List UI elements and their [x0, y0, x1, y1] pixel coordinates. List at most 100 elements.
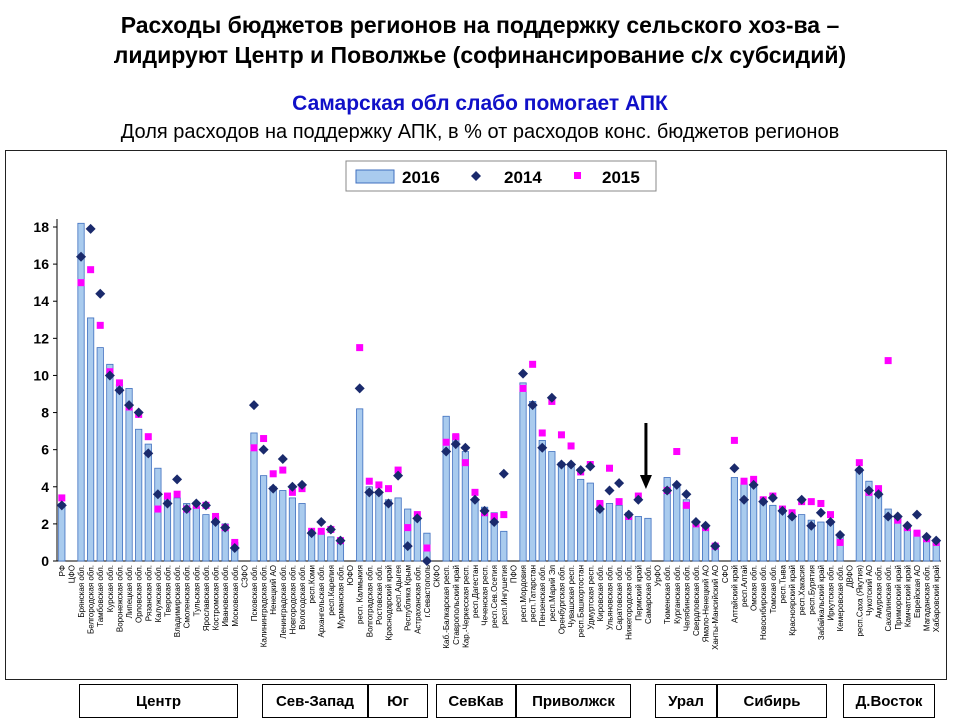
marker-2014	[287, 481, 298, 492]
marker-2015	[461, 459, 469, 467]
bar-2016	[77, 222, 85, 562]
marker-2014	[124, 400, 135, 411]
chart-subtitle: Самарская обл слабо помогает АПК	[292, 92, 668, 115]
chart-title: Расходы бюджетов регионов на поддержку с…	[0, 10, 960, 70]
x-tick-label: Калужская обл.	[154, 565, 163, 622]
region-label-ural: Урал	[655, 684, 717, 718]
x-tick-label: респ.Саха (Якутия)	[855, 565, 864, 637]
marker-2014	[594, 504, 605, 515]
marker-2015	[884, 357, 892, 365]
bar-2016	[173, 497, 181, 562]
marker-2015	[288, 488, 296, 496]
marker-2014	[325, 524, 336, 535]
x-tick-label: Новосибирская обл.	[759, 565, 768, 640]
marker-2014	[662, 485, 673, 496]
x-tick-label: Саратовская обл.	[615, 565, 624, 630]
x-tick-label: респ. Калмыкия	[356, 565, 365, 624]
y-tick-label: 16	[33, 256, 49, 272]
bar-2016	[250, 432, 258, 562]
bar-2016	[356, 408, 364, 562]
x-tick-label: Псковская обл.	[250, 565, 259, 621]
x-tick-label: Архангельская обл.	[317, 565, 326, 637]
x-tick-label: Костромская обл.	[212, 565, 221, 630]
bar-2016	[567, 465, 575, 562]
bar-2016	[663, 477, 671, 562]
marker-2014	[402, 541, 413, 552]
x-tick-label: Омская обл.	[750, 565, 759, 611]
marker-2014	[258, 444, 269, 455]
marker-2015	[164, 492, 171, 500]
x-tick-label: ЦФО	[67, 565, 76, 583]
marker-2014	[268, 483, 279, 494]
x-tick-label: Тюменская обл.	[663, 565, 672, 624]
x-tick-label: Ханты-Мансийский АО	[711, 565, 720, 650]
bar-2016	[538, 439, 546, 562]
marker-2015	[452, 433, 460, 441]
bar-2016	[874, 491, 883, 562]
x-tick-label: Кар.-Черкесская респ.	[461, 565, 470, 648]
x-tick-label: Сахалинская обл.	[884, 565, 893, 631]
x-tick-label: СКФО	[433, 565, 442, 587]
marker-2015	[519, 384, 527, 392]
x-tick-label: Воронежская обл.	[115, 565, 124, 632]
x-tick-label: СЗФО	[240, 565, 249, 588]
marker-2014	[835, 530, 846, 541]
marker-2014	[902, 520, 913, 531]
annotation-arrow-head	[639, 475, 652, 489]
marker-2014	[200, 500, 211, 511]
marker-2014	[863, 485, 874, 496]
marker-2014	[911, 509, 922, 520]
marker-2014	[537, 442, 548, 453]
marker-2014	[133, 407, 144, 418]
x-tick-label: Курганская обл.	[673, 565, 682, 624]
x-tick-label: респ.Адыгея	[394, 565, 403, 612]
bar-2016	[740, 482, 748, 562]
marker-2014	[729, 463, 740, 474]
x-tick-label: респ.Башкортостан	[577, 565, 586, 637]
bar-2016	[702, 527, 710, 562]
marker-2014	[220, 522, 231, 533]
marker-2014	[248, 400, 259, 411]
marker-2014	[614, 478, 625, 489]
bar-2016	[807, 519, 815, 562]
marker-2014	[546, 392, 557, 403]
bar-2016	[490, 512, 498, 562]
marker-2014	[383, 498, 394, 509]
x-tick-label: Мурманская обл.	[336, 565, 345, 629]
x-tick-label: Пермский край	[634, 565, 643, 621]
marker-2014	[787, 511, 798, 522]
marker-2015	[682, 501, 690, 509]
x-tick-label: ПФО	[509, 565, 518, 583]
marker-2014	[152, 489, 163, 500]
x-tick-label: Хабаровский край	[932, 565, 941, 632]
marker-2014	[421, 556, 432, 566]
marker-2015	[144, 433, 152, 441]
x-tick-label: Орловская обл.	[135, 565, 144, 623]
marker-2015	[356, 344, 364, 352]
marker-2014	[143, 448, 154, 459]
marker-2014	[604, 485, 615, 496]
bar-2016	[673, 486, 681, 562]
marker-2014	[489, 517, 500, 528]
x-tick-label: СФО	[721, 565, 730, 583]
marker-2014	[873, 489, 884, 500]
marker-2014	[335, 535, 346, 546]
marker-2014	[450, 439, 461, 450]
marker-2014	[56, 500, 67, 511]
marker-2015	[538, 429, 546, 437]
x-tick-label: Вологодская обл.	[298, 565, 307, 630]
x-tick-label: Калининградская обл.	[260, 565, 269, 647]
x-tick-label: Белгородская обл.	[87, 565, 96, 634]
x-tick-label: Томская обл.	[769, 565, 778, 613]
marker-2014	[412, 513, 423, 524]
bar-2016	[192, 506, 200, 562]
x-tick-label: Ивановская обл.	[221, 565, 230, 627]
marker-2015	[500, 511, 508, 519]
marker-2014	[210, 517, 221, 528]
marker-2014	[518, 368, 529, 379]
x-tick-label: респ.Татарстан	[529, 565, 538, 622]
bar-2016	[154, 467, 162, 562]
marker-2015	[740, 477, 748, 485]
bar-2016	[327, 536, 335, 562]
x-tick-label: Магаданская обл.	[923, 565, 932, 631]
